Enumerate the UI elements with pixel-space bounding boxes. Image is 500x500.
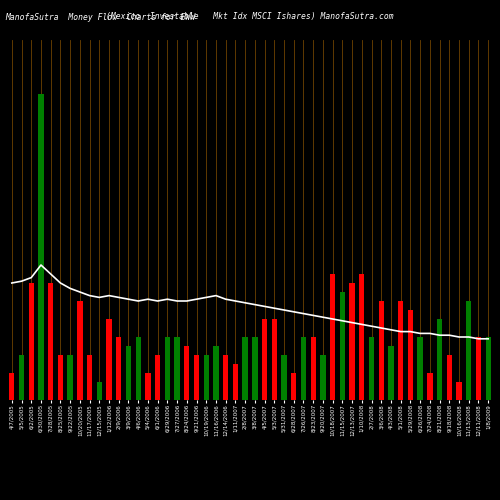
Bar — [437, 319, 442, 400]
Bar — [359, 274, 364, 400]
Bar — [106, 319, 112, 400]
Bar — [282, 355, 286, 400]
Text: ManofaSutra  Money Flow  Charts for EWW: ManofaSutra Money Flow Charts for EWW — [5, 12, 195, 22]
Bar — [272, 319, 277, 400]
Bar — [242, 337, 248, 400]
Bar — [126, 346, 131, 400]
Bar — [291, 373, 296, 400]
Bar — [350, 283, 355, 400]
Bar — [476, 337, 481, 400]
Bar — [174, 337, 180, 400]
Bar — [369, 337, 374, 400]
Bar — [204, 355, 209, 400]
Bar — [301, 337, 306, 400]
Bar — [466, 301, 471, 400]
Bar — [330, 274, 336, 400]
Bar — [456, 382, 462, 400]
Bar — [77, 301, 82, 400]
Bar — [310, 337, 316, 400]
Bar — [418, 337, 423, 400]
Bar — [58, 355, 63, 400]
Bar — [9, 373, 15, 400]
Bar — [96, 382, 102, 400]
Bar — [486, 337, 491, 400]
Text: (Mexico  Investable   Mkt Idx MSCI Ishares) ManofaSutra.com: (Mexico Investable Mkt Idx MSCI Ishares)… — [106, 12, 394, 22]
Bar — [155, 355, 160, 400]
Bar — [116, 337, 121, 400]
Bar — [408, 310, 413, 400]
Bar — [19, 355, 24, 400]
Bar — [145, 373, 150, 400]
Bar — [340, 292, 345, 400]
Bar — [232, 364, 238, 400]
Bar — [38, 94, 44, 400]
Bar — [223, 355, 228, 400]
Bar — [320, 355, 326, 400]
Bar — [194, 355, 199, 400]
Bar — [87, 355, 92, 400]
Bar — [164, 337, 170, 400]
Bar — [214, 346, 218, 400]
Bar — [68, 355, 73, 400]
Bar — [28, 283, 34, 400]
Bar — [48, 283, 54, 400]
Bar — [262, 319, 268, 400]
Bar — [388, 346, 394, 400]
Bar — [427, 373, 432, 400]
Bar — [136, 337, 141, 400]
Bar — [398, 301, 404, 400]
Bar — [184, 346, 190, 400]
Bar — [252, 337, 258, 400]
Bar — [446, 355, 452, 400]
Bar — [378, 301, 384, 400]
